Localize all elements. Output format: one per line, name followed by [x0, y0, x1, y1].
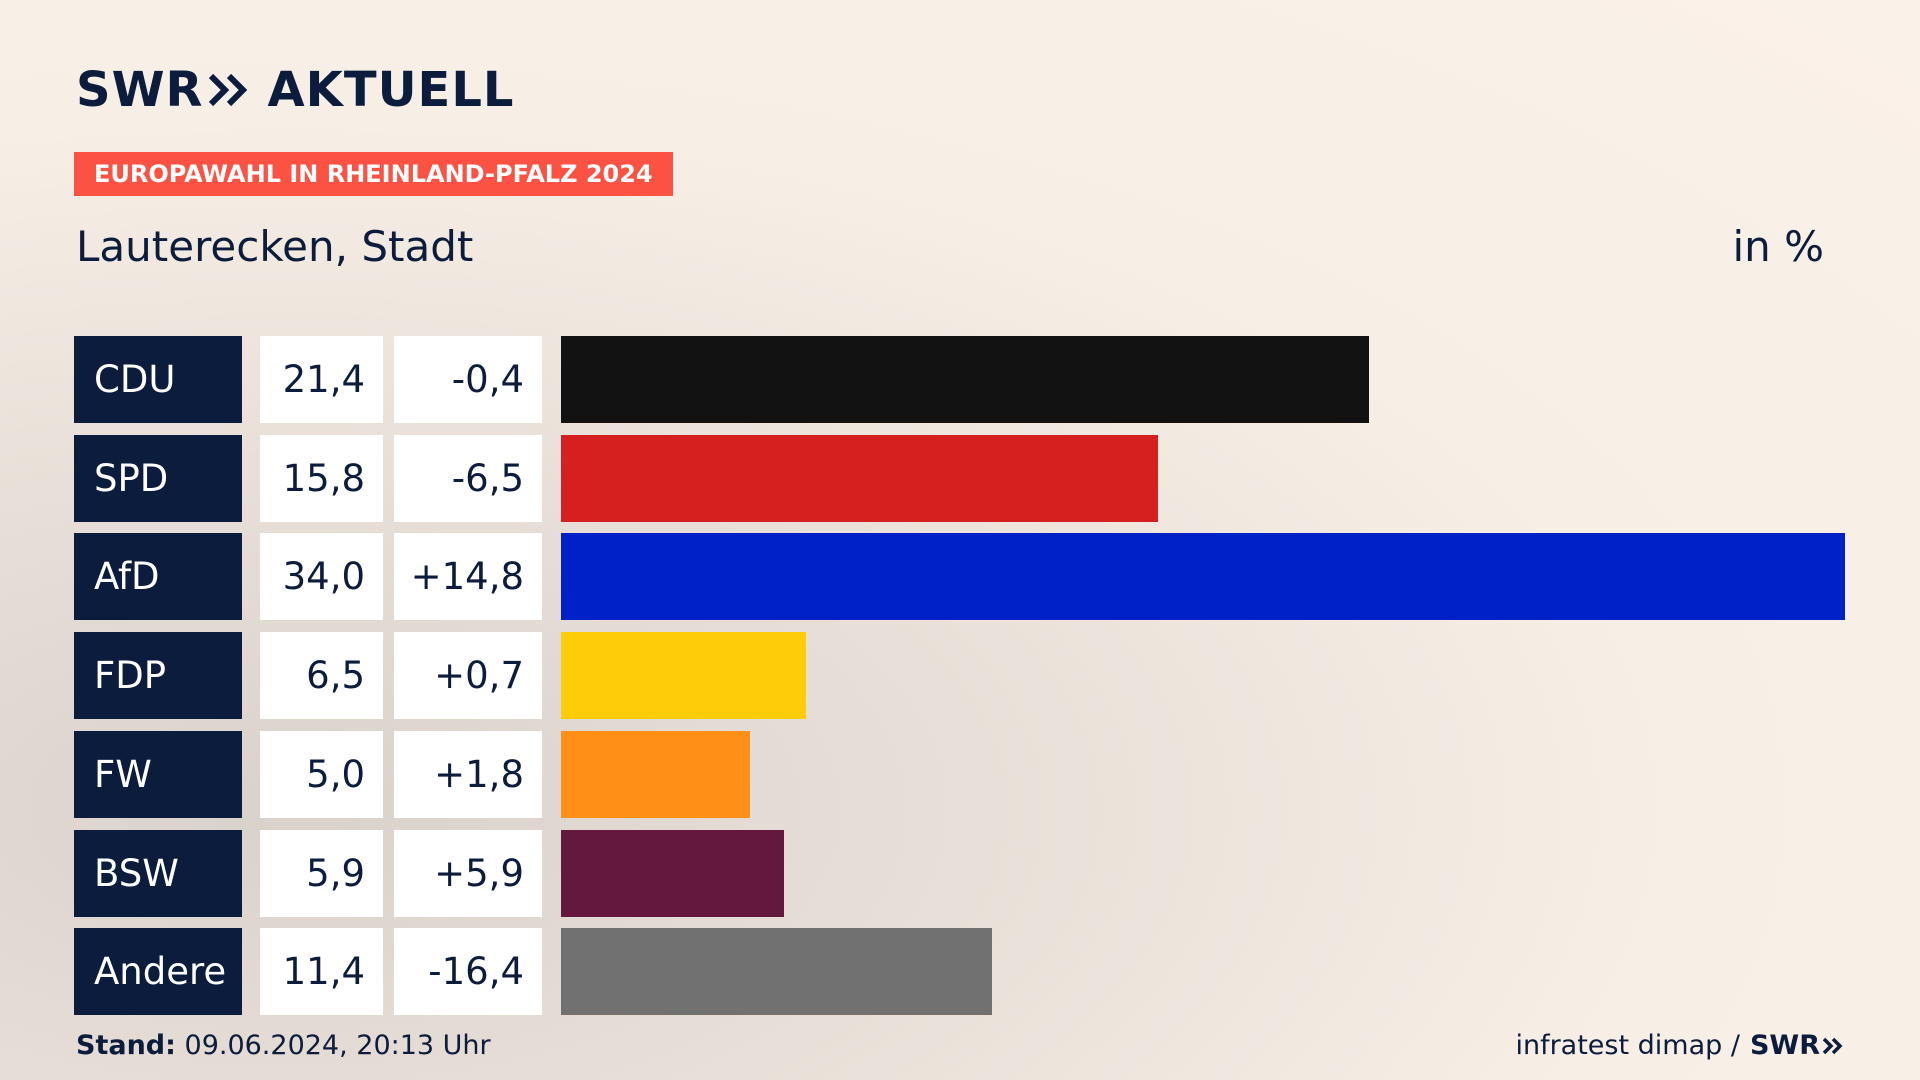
value-label-bsw: 5,9 — [260, 830, 383, 917]
stand-label: Stand: — [76, 1030, 176, 1061]
source-text: infratest dimap / — [1515, 1030, 1740, 1061]
party-label-cdu: CDU — [74, 336, 242, 423]
bar-afd — [561, 533, 1845, 620]
difference-label-spd: -6,5 — [394, 435, 542, 522]
party-label-bsw: BSW — [74, 830, 242, 917]
unit-label: in % — [1732, 222, 1824, 271]
bar-bsw — [561, 830, 784, 917]
logo-suffix: AKTUELL — [267, 62, 515, 118]
timestamp: Stand: 09.06.2024, 20:13 Uhr — [76, 1030, 491, 1061]
value-label-cdu: 21,4 — [260, 336, 383, 423]
bar-fw — [561, 731, 750, 818]
bar-cdu — [561, 336, 1369, 423]
source-brand: SWR — [1749, 1030, 1820, 1061]
place-title: Lauterecken, Stadt — [76, 222, 474, 271]
party-label-fdp: FDP — [74, 632, 242, 719]
double-chevron-icon — [209, 73, 248, 107]
difference-label-cdu: -0,4 — [394, 336, 542, 423]
source-credit: infratest dimap / SWR — [1515, 1030, 1844, 1061]
party-label-fw: FW — [74, 731, 242, 818]
difference-label-fw: +1,8 — [394, 731, 542, 818]
party-label-afd: AfD — [74, 533, 242, 620]
value-label-fw: 5,0 — [260, 731, 383, 818]
value-label-fdp: 6,5 — [260, 632, 383, 719]
stand-value: 09.06.2024, 20:13 Uhr — [184, 1030, 491, 1061]
bar-fdp — [561, 632, 806, 719]
logo-brand: SWR — [76, 62, 204, 118]
difference-label-fdp: +0,7 — [394, 632, 542, 719]
difference-label-afd: +14,8 — [394, 533, 542, 620]
small-double-chevron-icon — [1822, 1037, 1843, 1054]
bar-andere — [561, 928, 992, 1015]
value-label-andere: 11,4 — [260, 928, 383, 1015]
party-label-spd: SPD — [74, 435, 242, 522]
swr-aktuell-logo: SWR AKTUELL — [76, 62, 515, 118]
value-label-spd: 15,8 — [260, 435, 383, 522]
bar-spd — [561, 435, 1158, 522]
difference-label-andere: -16,4 — [394, 928, 542, 1015]
party-label-andere: Andere — [74, 928, 242, 1015]
difference-label-bsw: +5,9 — [394, 830, 542, 917]
election-badge: EUROPAWAHL IN RHEINLAND-PFALZ 2024 — [74, 152, 673, 196]
value-label-afd: 34,0 — [260, 533, 383, 620]
